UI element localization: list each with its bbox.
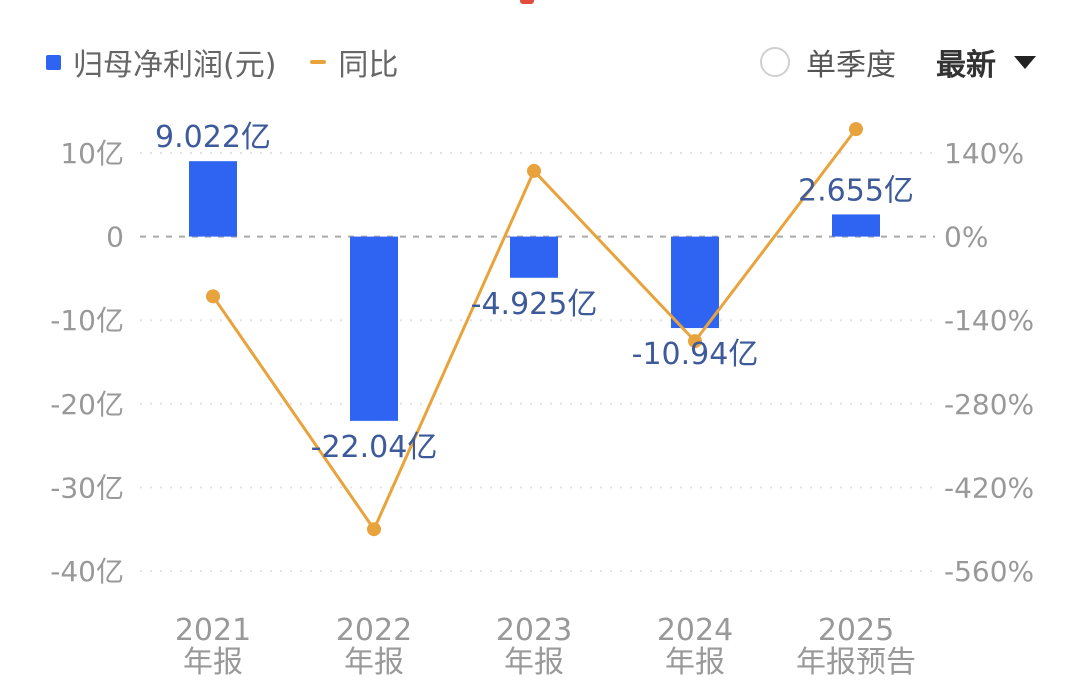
right-axis-tick-label: 0% <box>944 221 988 254</box>
legend-label-net-profit: 归母净利润(元) <box>73 48 277 83</box>
right-axis-tick-label: -280% <box>944 388 1034 421</box>
yoy-point <box>849 122 863 137</box>
line-swatch-icon <box>310 60 327 64</box>
category-label: 2025 年报预告 <box>796 613 916 680</box>
net-profit-bar <box>350 236 398 421</box>
bar-swatch-icon <box>46 54 61 70</box>
chart-legend: 归母净利润(元) 同比 <box>46 40 432 84</box>
category-label: 2023 年报 <box>496 613 572 680</box>
single-quarter-radio[interactable] <box>760 47 790 77</box>
single-quarter-label[interactable]: 单季度 <box>806 48 896 83</box>
category-label: 2024 年报 <box>657 613 733 680</box>
net-profit-bar <box>510 236 558 278</box>
net-profit-bar <box>671 236 719 329</box>
bar-data-label: 2.655亿 <box>798 173 914 208</box>
yoy-point <box>527 163 541 178</box>
category-label: 2021 年报 <box>175 613 251 680</box>
bar-data-label: -22.04亿 <box>311 430 438 465</box>
chart-controls: 单季度 最新 <box>760 40 1036 84</box>
right-axis-tick-label: 140% <box>944 137 1024 170</box>
net-profit-bar <box>832 214 880 237</box>
legend-label-yoy: 同比 <box>338 48 399 83</box>
yoy-line <box>211 128 858 533</box>
yoy-point <box>688 334 702 349</box>
bar-data-label: -4.925亿 <box>471 287 598 322</box>
legend-item-yoy[interactable]: 同比 <box>310 40 398 84</box>
left-axis-tick-label: -10亿 <box>50 304 124 337</box>
net-profit-bar <box>189 161 237 237</box>
top-accent-mark <box>520 0 534 4</box>
left-axis-tick-label: -20亿 <box>50 388 124 421</box>
yoy-point <box>206 289 220 304</box>
bar-data-label: 9.022亿 <box>155 120 271 155</box>
legend-item-net-profit[interactable]: 归母净利润(元) <box>46 40 276 84</box>
category-label: 2022 年报 <box>336 613 412 680</box>
left-axis-tick-label: -40亿 <box>50 555 124 588</box>
latest-dropdown-label: 最新 <box>936 48 996 83</box>
left-axis-tick-label: 0 <box>106 221 124 254</box>
right-axis-tick-label: -560% <box>944 555 1034 588</box>
right-axis-tick-label: -420% <box>944 471 1034 504</box>
bar-data-label: -10.94亿 <box>632 337 759 372</box>
right-axis-tick-label: -140% <box>944 304 1034 337</box>
latest-dropdown[interactable]: 最新 <box>936 40 1036 84</box>
yoy-point <box>367 522 381 537</box>
left-axis-tick-label: 10亿 <box>60 137 124 170</box>
left-axis-tick-label: -30亿 <box>50 471 124 504</box>
chevron-down-icon <box>1014 55 1036 69</box>
